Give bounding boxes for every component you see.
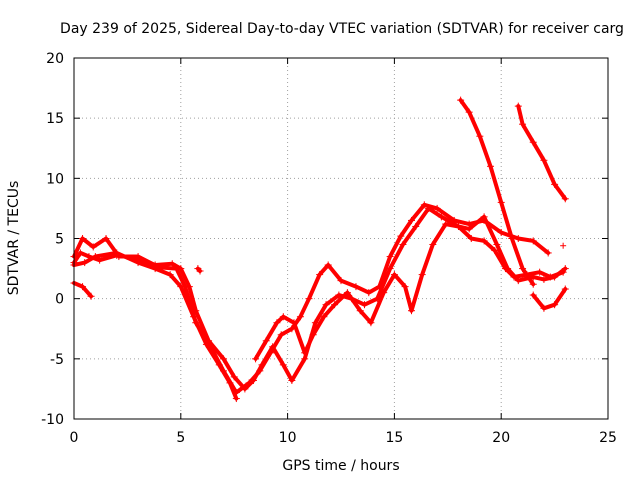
series-line: [74, 208, 565, 389]
y-tick-label: -10: [41, 412, 64, 428]
isolated-point: [560, 243, 566, 249]
x-tick-label: 5: [176, 430, 185, 446]
chart-title: Day 239 of 2025, Sidereal Day-to-day VTE…: [60, 21, 624, 37]
series-line: [74, 253, 236, 399]
y-tick-label: 10: [46, 171, 64, 187]
series-line: [256, 224, 563, 359]
series-trace-4: [252, 221, 567, 363]
data-series: [71, 97, 569, 402]
x-tick-label: 20: [492, 430, 510, 446]
sdtvar-chart: Day 239 of 2025, Sidereal Day-to-day VTE…: [0, 0, 640, 480]
y-axis-label: SDTVAR / TECUs: [6, 181, 22, 296]
y-tick-label: 0: [55, 292, 64, 308]
series-line: [533, 289, 565, 308]
x-tick-label: 15: [385, 430, 403, 446]
x-tick-label: 25: [599, 430, 617, 446]
y-tick-label: 20: [46, 51, 64, 67]
series-line: [518, 106, 565, 199]
x-tick-label: 0: [70, 430, 79, 446]
x-tick-label: 10: [279, 430, 297, 446]
y-tick-label: -5: [50, 352, 64, 368]
series-trace-3: [71, 249, 240, 402]
y-tick-label: 15: [46, 111, 64, 127]
axes: 0 5 10 15 20 25 -10 -5 0 5 10 15 20: [41, 51, 617, 446]
series-trace-6: [515, 103, 569, 203]
y-tick-label: 5: [55, 232, 64, 248]
x-axis-label: GPS time / hours: [282, 458, 399, 474]
series-trace-9: [194, 265, 203, 274]
